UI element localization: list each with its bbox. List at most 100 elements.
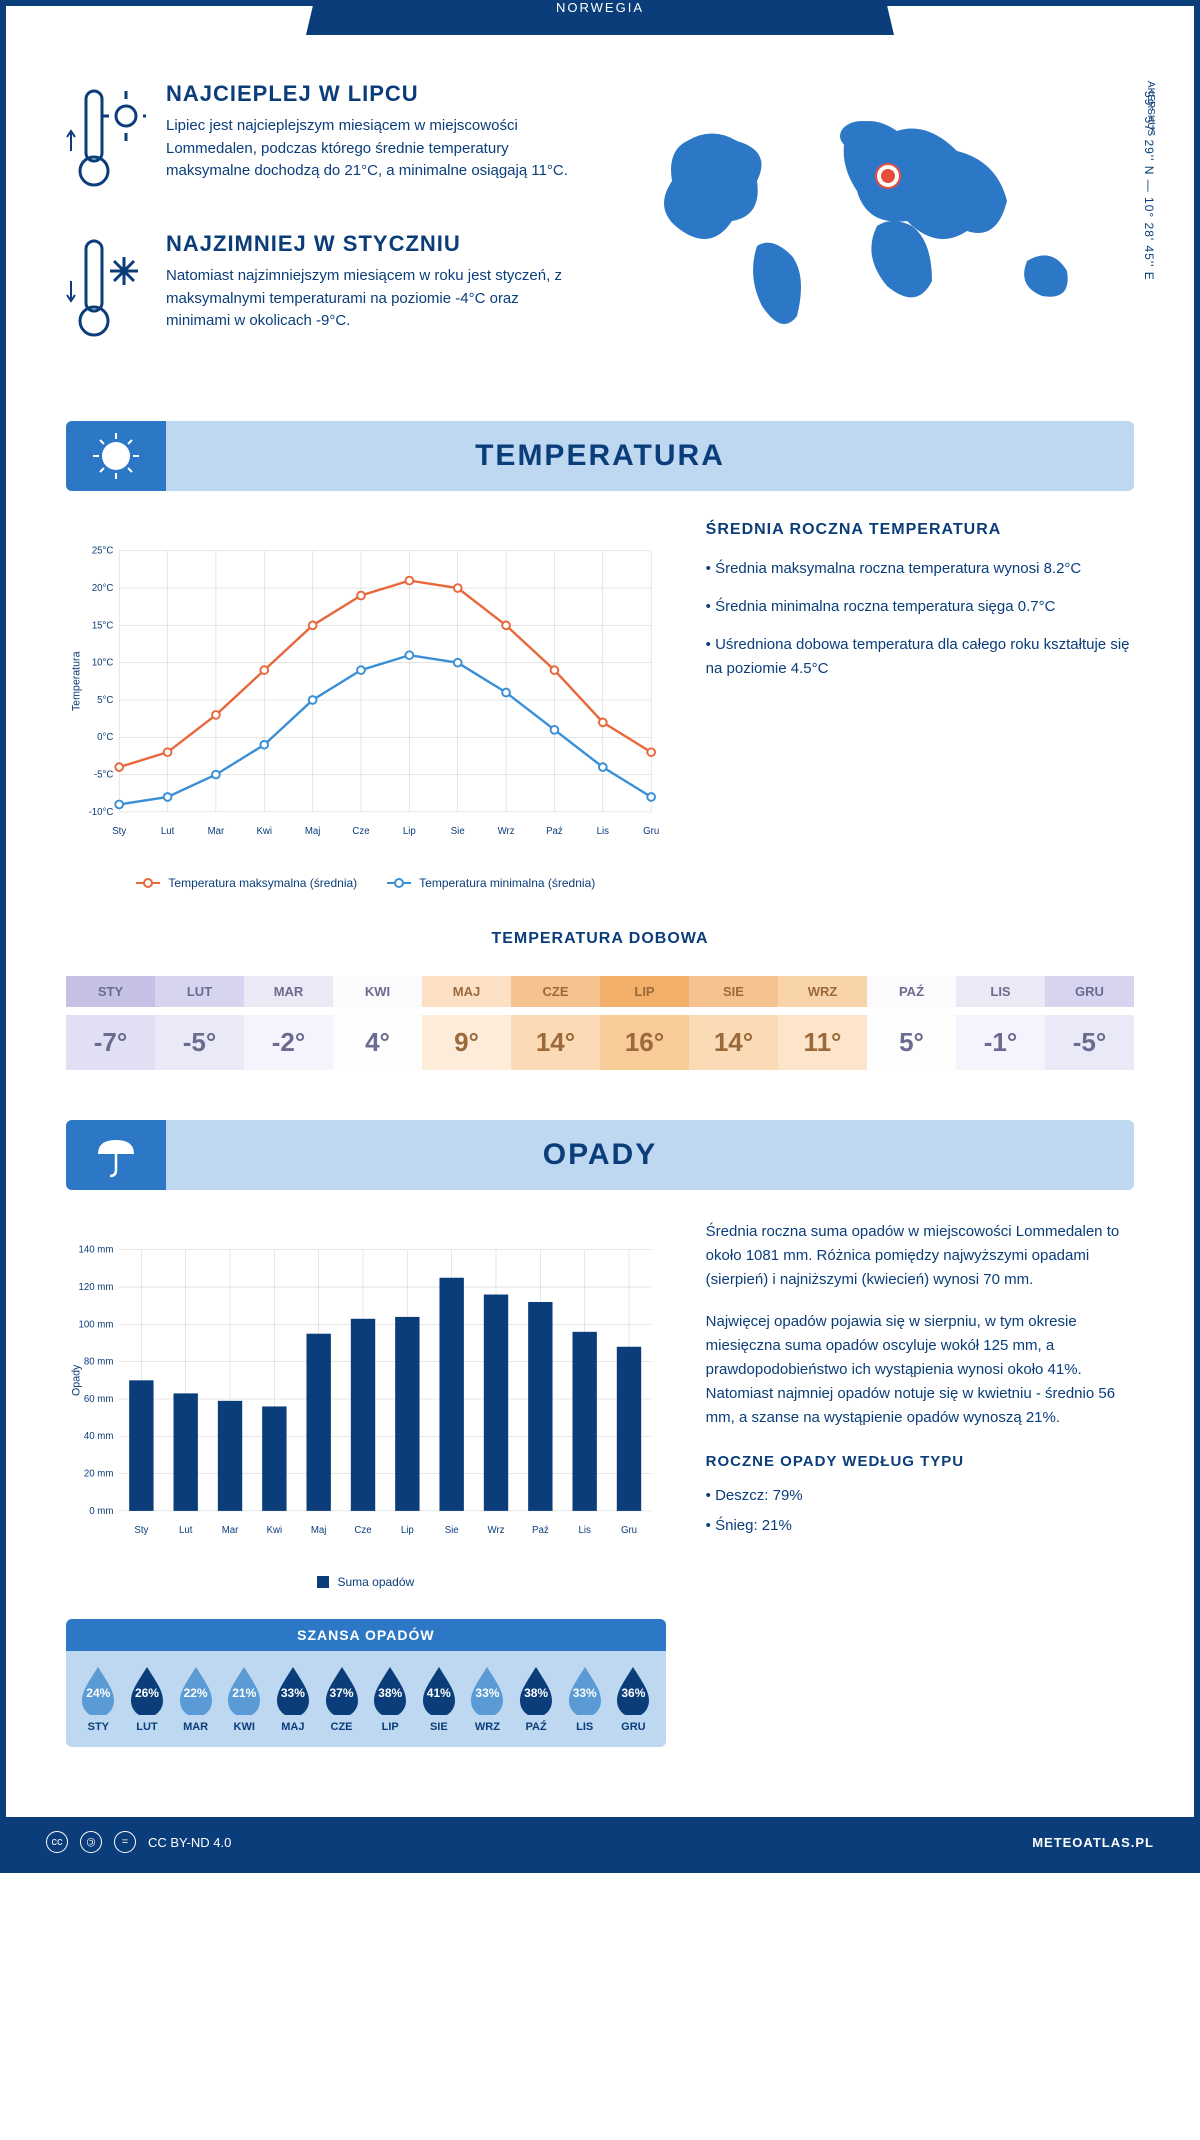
- warmest-text: Lipiec jest najcieplejszym miesiącem w m…: [166, 115, 580, 183]
- chance-cell: 36%GRU: [609, 1665, 658, 1733]
- precip-legend: Suma opadów: [66, 1575, 666, 1589]
- daily-temp-title: TEMPERATURA DOBOWA: [66, 930, 1134, 948]
- license-label: CC BY-ND 4.0: [148, 1835, 231, 1850]
- coordinates-label: 59° 57' 29'' N — 10° 28' 45'' E: [1142, 91, 1156, 281]
- daily-temp-cell: KWI4°: [333, 966, 422, 1080]
- svg-text:Sty: Sty: [112, 826, 126, 837]
- warmest-title: NAJCIEPLEJ W LIPCU: [166, 81, 580, 107]
- svg-text:20°C: 20°C: [92, 583, 114, 594]
- svg-text:Cze: Cze: [352, 826, 369, 837]
- chance-row: 24%STY26%LUT22%MAR21%KWI33%MAJ37%CZE38%L…: [66, 1651, 666, 1747]
- world-map-icon: [620, 81, 1134, 361]
- svg-text:5°C: 5°C: [97, 695, 113, 706]
- header-decorations: LOMMEDALEN NORWEGIA: [6, 0, 1194, 41]
- cc-icon: cc: [46, 1831, 68, 1853]
- sun-icon: [91, 431, 141, 481]
- svg-text:15°C: 15°C: [92, 620, 114, 631]
- daily-temp-table: STY-7°LUT-5°MAR-2°KWI4°MAJ9°CZE14°LIP16°…: [66, 966, 1134, 1080]
- temp-bullet: • Średnia maksymalna roczna temperatura …: [706, 557, 1134, 581]
- svg-text:Lut: Lut: [179, 1525, 193, 1536]
- svg-text:Sie: Sie: [445, 1525, 459, 1536]
- chance-cell: 24%STY: [74, 1665, 123, 1733]
- svg-text:Maj: Maj: [305, 826, 321, 837]
- svg-text:Sie: Sie: [451, 826, 465, 837]
- chance-cell: 21%KWI: [220, 1665, 269, 1733]
- chance-cell: 26%LUT: [123, 1665, 172, 1733]
- svg-text:Maj: Maj: [311, 1525, 327, 1536]
- svg-text:Wrz: Wrz: [488, 1525, 505, 1536]
- legend-max-label: Temperatura maksymalna (średnia): [168, 876, 357, 890]
- svg-text:Mar: Mar: [222, 1525, 239, 1536]
- daily-temp-cell: LUT-5°: [155, 966, 244, 1080]
- chance-cell: 38%PAŹ: [512, 1665, 561, 1733]
- daily-temp-cell: STY-7°: [66, 966, 155, 1080]
- country-name: NORWEGIA: [306, 0, 894, 15]
- svg-text:40 mm: 40 mm: [84, 1431, 114, 1442]
- svg-text:Kwi: Kwi: [267, 1525, 283, 1536]
- by-icon: 🄯: [80, 1831, 102, 1853]
- precip-title: OPADY: [543, 1138, 657, 1172]
- legend-min-label: Temperatura minimalna (średnia): [419, 876, 595, 890]
- precipitation-bar-chart: 0 mm20 mm40 mm60 mm80 mm100 mm120 mm140 …: [66, 1220, 666, 1560]
- thermometer-cold-icon: [66, 231, 146, 351]
- precip-type: • Śnieg: 21%: [706, 1514, 1134, 1538]
- svg-text:Mar: Mar: [208, 826, 225, 837]
- svg-text:-10°C: -10°C: [89, 807, 114, 818]
- svg-text:Gru: Gru: [643, 826, 659, 837]
- infographic-container: LOMMEDALEN NORWEGIA NAJCIEPLEJ W LIPCU L…: [0, 0, 1200, 1873]
- thermometer-hot-icon: [66, 81, 146, 201]
- temp-bullet: • Średnia minimalna roczna temperatura s…: [706, 595, 1134, 619]
- coldest-title: NAJZIMNIEJ W STYCZNIU: [166, 231, 580, 257]
- footer: cc 🄯 = CC BY-ND 4.0 METEOATLAS.PL: [6, 1817, 1194, 1867]
- precip-p2: Najwięcej opadów pojawia się w sierpniu,…: [706, 1310, 1134, 1430]
- daily-temp-cell: GRU-5°: [1045, 966, 1134, 1080]
- chance-cell: 38%LIP: [366, 1665, 415, 1733]
- temp-info-title: ŚREDNIA ROCZNA TEMPERATURA: [706, 521, 1134, 539]
- svg-text:Opady: Opady: [71, 1364, 83, 1396]
- daily-temp-cell: LIP16°: [600, 966, 689, 1080]
- svg-text:Temperatura: Temperatura: [71, 651, 83, 711]
- coldest-text: Natomiast najzimniejszym miesiącem w rok…: [166, 265, 580, 333]
- svg-text:100 mm: 100 mm: [79, 1319, 114, 1330]
- svg-text:Lip: Lip: [401, 1525, 414, 1536]
- precip-type: • Deszcz: 79%: [706, 1484, 1134, 1508]
- svg-text:Kwi: Kwi: [256, 826, 272, 837]
- chance-cell: 41%SIE: [414, 1665, 463, 1733]
- site-label: METEOATLAS.PL: [1032, 1835, 1154, 1850]
- intro-section: NAJCIEPLEJ W LIPCU Lipiec jest najcieple…: [66, 81, 1134, 381]
- svg-text:Lis: Lis: [597, 826, 610, 837]
- svg-text:120 mm: 120 mm: [79, 1282, 114, 1293]
- svg-text:Lut: Lut: [161, 826, 175, 837]
- svg-text:60 mm: 60 mm: [84, 1394, 114, 1405]
- svg-text:Lip: Lip: [403, 826, 416, 837]
- svg-text:0°C: 0°C: [97, 732, 113, 743]
- svg-text:140 mm: 140 mm: [79, 1245, 114, 1256]
- precip-p1: Średnia roczna suma opadów w miejscowośc…: [706, 1220, 1134, 1292]
- svg-text:Sty: Sty: [134, 1525, 148, 1536]
- temperature-legend: Temperatura maksymalna (średnia) Tempera…: [66, 876, 666, 890]
- legend-precip-label: Suma opadów: [337, 1575, 414, 1589]
- svg-text:80 mm: 80 mm: [84, 1357, 114, 1368]
- chance-cell: 33%LIS: [560, 1665, 609, 1733]
- umbrella-icon: [91, 1130, 141, 1180]
- daily-temp-cell: LIS-1°: [956, 966, 1045, 1080]
- temp-bullet: • Uśredniona dobowa temperatura dla całe…: [706, 633, 1134, 681]
- chance-title: SZANSA OPADÓW: [66, 1619, 666, 1651]
- svg-text:Paź: Paź: [546, 826, 563, 837]
- daily-temp-cell: WRZ11°: [778, 966, 867, 1080]
- svg-text:20 mm: 20 mm: [84, 1468, 114, 1479]
- warmest-fact: NAJCIEPLEJ W LIPCU Lipiec jest najcieple…: [66, 81, 580, 201]
- daily-temp-cell: CZE14°: [511, 966, 600, 1080]
- temperature-line-chart: -10°C-5°C0°C5°C10°C15°C20°C25°CStyLutMar…: [66, 521, 666, 861]
- nd-icon: =: [114, 1831, 136, 1853]
- svg-text:Paź: Paź: [532, 1525, 549, 1536]
- daily-temp-cell: MAJ9°: [422, 966, 511, 1080]
- map-pin-icon: [877, 165, 899, 187]
- temperature-section-header: TEMPERATURA: [66, 421, 1134, 491]
- svg-text:Wrz: Wrz: [498, 826, 515, 837]
- precip-section-header: OPADY: [66, 1120, 1134, 1190]
- daily-temp-cell: SIE14°: [689, 966, 778, 1080]
- svg-text:10°C: 10°C: [92, 658, 114, 669]
- precip-types-title: ROCZNE OPADY WEDŁUG TYPU: [706, 1450, 1134, 1474]
- coldest-fact: NAJZIMNIEJ W STYCZNIU Natomiast najzimni…: [66, 231, 580, 351]
